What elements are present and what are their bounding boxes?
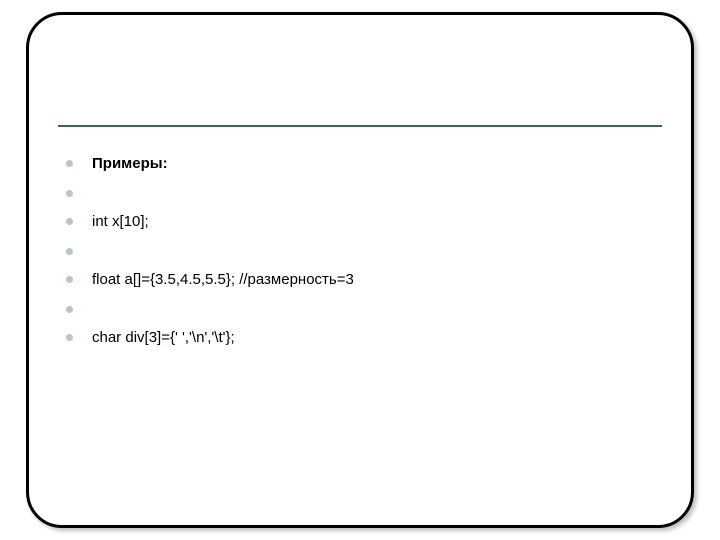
- list-item: Примеры:: [58, 154, 662, 174]
- bullet-icon: [66, 190, 73, 197]
- list-item: int x[10];: [58, 212, 662, 232]
- bullet-icon: [66, 248, 73, 255]
- bullet-icon: [66, 276, 73, 283]
- list-item-text: int x[10];: [92, 213, 149, 230]
- slide: Примеры: int x[10]; float a[]={3.5,4.5,5…: [0, 0, 720, 540]
- bullet-icon: [66, 306, 73, 313]
- list-item-text: float a[]={3.5,4.5,5.5}; //размерность=3: [92, 271, 354, 288]
- list-item: [58, 242, 662, 260]
- list-item: сhar div[3]={' ','\n','\t'};: [58, 328, 662, 348]
- list-item-text: сhar div[3]={' ','\n','\t'};: [92, 329, 235, 346]
- bullet-icon: [66, 334, 73, 341]
- bullet-icon: [66, 160, 73, 167]
- content-list: Примеры: int x[10]; float a[]={3.5,4.5,5…: [58, 154, 662, 358]
- list-item: [58, 184, 662, 202]
- list-item: float a[]={3.5,4.5,5.5}; //размерность=3: [58, 270, 662, 290]
- bullet-icon: [66, 218, 73, 225]
- list-item-text: Примеры:: [92, 155, 168, 172]
- list-item: [58, 300, 662, 318]
- divider-line: [58, 125, 662, 127]
